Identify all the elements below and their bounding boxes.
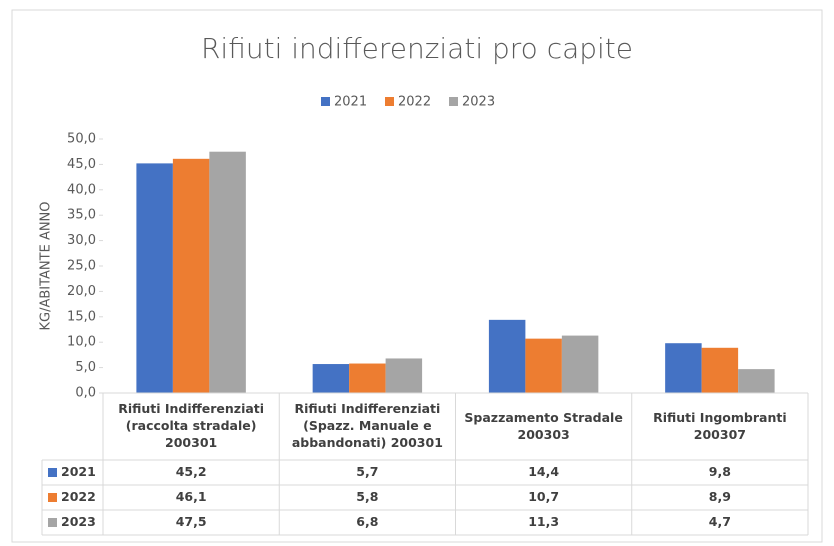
legend-swatch [321, 97, 330, 106]
y-tick-label: 25,0 [67, 259, 96, 274]
y-tick-label: 10,0 [67, 335, 96, 350]
data-label: 4,7 [708, 514, 731, 530]
data-label: 8,9 [708, 489, 731, 505]
y-tick-label: 40,0 [67, 182, 96, 197]
y-tick-label: 35,0 [67, 208, 96, 223]
bar [525, 338, 562, 393]
bar [738, 369, 775, 393]
data-label: 6,8 [356, 514, 379, 530]
data-label: 14,4 [528, 464, 560, 480]
x-tick-label: Spazzamento Stradale 200303 [464, 409, 623, 442]
series-name: 2022 [61, 489, 96, 505]
data-label: 45,2 [175, 464, 207, 480]
bar [488, 319, 526, 393]
legend-label: 2023 [462, 95, 495, 110]
data-label: 5,8 [356, 489, 379, 505]
legend-key [48, 468, 57, 477]
y-tick-label: 45,0 [67, 157, 96, 172]
bar [385, 358, 423, 393]
y-tick-label: 0,0 [75, 386, 96, 401]
chart-border [11, 9, 823, 543]
legend-label: 2021 [334, 95, 367, 110]
bar [561, 335, 599, 393]
bar [312, 364, 350, 393]
y-tick-label: 20,0 [67, 284, 96, 299]
legend-swatch [385, 97, 394, 106]
table-row-header: 2023 [42, 510, 103, 535]
chart-title: Rifiuti indifferenziati pro capite [201, 32, 633, 65]
data-label: 11,3 [528, 514, 560, 530]
bar [136, 163, 173, 393]
data-label: 10,7 [528, 489, 560, 505]
bar [665, 343, 702, 393]
bar [172, 158, 210, 393]
legend-key [48, 518, 57, 527]
y-tick-label: 30,0 [67, 233, 96, 248]
y-tick-label: 15,0 [67, 309, 96, 324]
legend-key [48, 493, 57, 502]
series-name: 2021 [61, 464, 96, 480]
table-row-header: 2021 [42, 460, 103, 485]
series-name: 2023 [61, 514, 96, 530]
legend-swatch [449, 97, 458, 106]
bar [209, 151, 246, 393]
data-label: 5,7 [356, 464, 379, 480]
bar [701, 347, 739, 393]
y-axis-label: KG/ABITANTE ANNO [39, 201, 54, 330]
table-row-header: 2022 [42, 485, 103, 510]
x-tick-label: Rifiuti Indifferenziati (Spazz. Manuale … [291, 401, 443, 450]
y-tick-label: 50,0 [67, 132, 96, 147]
data-label: 46,1 [175, 489, 207, 505]
legend-label: 2022 [398, 95, 431, 110]
data-label: 47,5 [175, 514, 207, 530]
data-label: 9,8 [708, 464, 731, 480]
x-tick-label: Rifiuti Ingombranti 200307 [653, 409, 787, 442]
bar [349, 363, 386, 393]
x-tick-label: Rifiuti Indifferenziati (raccolta strada… [118, 401, 265, 450]
y-tick-label: 5,0 [75, 360, 96, 375]
